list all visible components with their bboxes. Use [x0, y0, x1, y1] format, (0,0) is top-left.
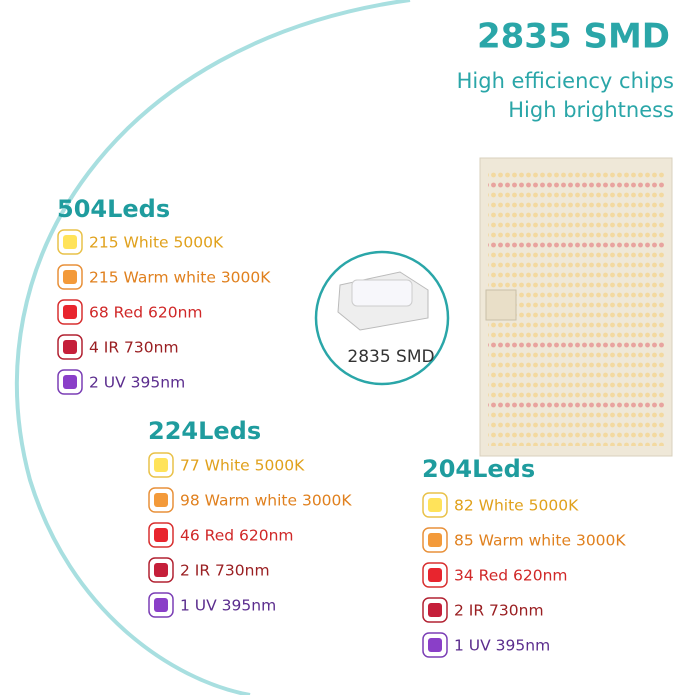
led-item: 98 Warm white 3000K — [180, 492, 352, 510]
led-item: 85 Warm white 3000K — [454, 532, 626, 550]
subtitle: High efficiency chips — [457, 69, 674, 93]
led-icon-core — [63, 305, 77, 319]
led-item: 1 UV 395nm — [454, 637, 550, 655]
led-item: 82 White 5000K — [454, 497, 579, 515]
subtitle: High brightness — [508, 98, 674, 122]
led-icon-core — [154, 528, 168, 542]
led-icon-core — [428, 533, 442, 547]
led-item: 1 UV 395nm — [180, 597, 276, 615]
group-title: 224Leds — [148, 417, 261, 445]
led-icon-core — [63, 270, 77, 284]
led-item: 2 UV 395nm — [89, 374, 185, 392]
chip-label: 2835 SMD — [347, 347, 434, 367]
chip-callout: 2835 SMD — [314, 250, 450, 386]
led-item: 2 IR 730nm — [180, 562, 270, 580]
led-item: 2 IR 730nm — [454, 602, 544, 620]
decor-arc — [14, 0, 411, 695]
group-title: 504Leds — [57, 195, 170, 223]
title: 2835 SMD — [477, 17, 670, 57]
led-icon-core — [154, 458, 168, 472]
led-icon-core — [154, 493, 168, 507]
led-item: 34 Red 620nm — [454, 567, 568, 585]
panel-image — [479, 157, 673, 457]
led-icon-core — [154, 598, 168, 612]
led-item: 68 Red 620nm — [89, 304, 203, 322]
led-item: 215 White 5000K — [89, 234, 224, 252]
led-icon-core — [428, 603, 442, 617]
led-item: 215 Warm white 3000K — [89, 269, 271, 287]
led-item: 4 IR 730nm — [89, 339, 179, 357]
led-icon-core — [428, 568, 442, 582]
led-icon-core — [63, 235, 77, 249]
group-title: 204Leds — [422, 455, 535, 483]
led-icon-core — [428, 498, 442, 512]
led-icon-core — [63, 340, 77, 354]
led-groups: 504Leds 215 White 5000K 215 Warm white 300… — [57, 195, 626, 658]
led-item: 46 Red 620nm — [180, 527, 294, 545]
led-icon-core — [428, 638, 442, 652]
led-icon-core — [63, 375, 77, 389]
led-icon-core — [154, 563, 168, 577]
led-item: 77 White 5000K — [180, 457, 305, 475]
